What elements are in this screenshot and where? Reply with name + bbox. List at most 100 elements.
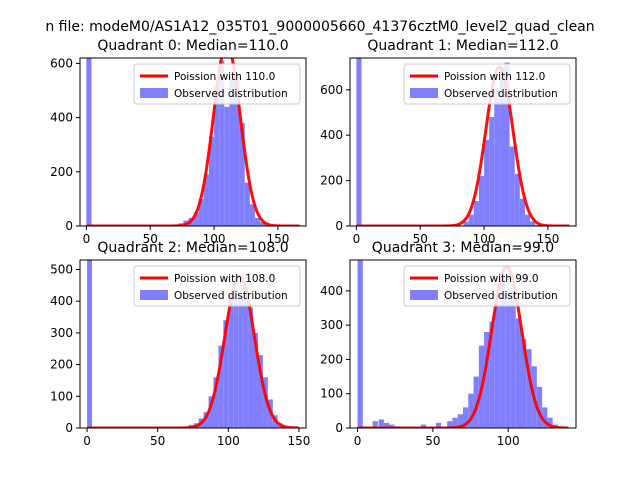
- hist-bar: [208, 396, 214, 428]
- hist-bar: [484, 332, 490, 428]
- legend-entry-hist: Observed distribution: [444, 290, 558, 302]
- hist-bar: [435, 422, 442, 428]
- hist-bar: [473, 201, 479, 226]
- y-tick-label: 100: [320, 387, 343, 401]
- hist-bar: [243, 285, 249, 428]
- hist-bar: [239, 123, 245, 226]
- hist-bar: [372, 421, 378, 428]
- hist-bar: [499, 273, 506, 428]
- legend-entry-fit: Poission with 99.0: [444, 273, 539, 285]
- histogram-bars: [87, 260, 288, 428]
- hist-bar: [504, 62, 510, 226]
- hist-bar: [515, 318, 522, 428]
- y-tick-label: 200: [320, 352, 343, 366]
- hist-bar: [514, 173, 520, 226]
- x-tick-label: 50: [143, 232, 158, 246]
- hist-bar: [213, 377, 219, 428]
- hist-bar: [494, 89, 500, 226]
- hist-bar: [505, 290, 511, 428]
- hist-bar: [238, 294, 244, 428]
- x-tick-label: 50: [425, 434, 440, 448]
- y-tick-label: 600: [50, 56, 73, 70]
- hist-bar: [208, 136, 215, 226]
- hist-bar: [447, 421, 453, 428]
- subplot-quadrant-0: 0 50 100 150 0 200 400 600 Quadrant 0: Median=11…: [50, 38, 307, 246]
- legend: Poission with 108.0 Observed distribution: [133, 265, 301, 307]
- hist-bar: [223, 320, 229, 428]
- hist-bar: [547, 417, 553, 428]
- legend-entry-fit: Poission with 110.0: [174, 71, 275, 83]
- subplot-quadrant-2: 0 50 100 150 0 100 200 300 400 500 Quadrant 2: Med…: [50, 240, 310, 448]
- hist-bar: [248, 307, 254, 428]
- legend-box: [133, 265, 301, 307]
- hist-bar: [218, 345, 224, 428]
- hist-bar: [249, 204, 255, 226]
- subplot-title: Quadrant 3: Median=99.0: [372, 240, 554, 256]
- hist-bar: [244, 182, 250, 226]
- y-tick-label: 300: [50, 326, 73, 340]
- y-tick-label: 200: [50, 358, 73, 372]
- axes-frame: [79, 259, 307, 429]
- legend: Poission with 112.0 Observed distribution: [403, 63, 571, 105]
- x-tick-label: 50: [150, 434, 165, 448]
- poisson-fit-line: [357, 265, 569, 428]
- x-tick-label: 100: [473, 232, 496, 246]
- x-tick-label: 0: [83, 232, 91, 246]
- hist-bar: [499, 67, 505, 226]
- hist-bar: [510, 287, 516, 428]
- axes-frame: [349, 57, 577, 227]
- hist-bar: [484, 139, 490, 226]
- hist-bar: [357, 260, 363, 428]
- legend-entry-fit: Poission with 112.0: [444, 71, 545, 83]
- hist-bar: [489, 321, 495, 428]
- hist-bar: [494, 304, 500, 428]
- y-tick-label: 0: [335, 421, 343, 435]
- hist-bar: [198, 198, 204, 226]
- hist-bar: [536, 386, 543, 428]
- hist-bar: [519, 198, 525, 226]
- x-tick-label: 150: [266, 232, 289, 246]
- x-tick-label: 100: [203, 232, 226, 246]
- hist-bar: [193, 212, 199, 226]
- legend-patch-swatch: [410, 290, 438, 300]
- hist-bar: [260, 221, 266, 226]
- y-tick-label: 400: [320, 128, 343, 142]
- legend: Poission with 99.0 Observed distribution: [403, 265, 571, 307]
- hist-bar: [468, 393, 474, 428]
- axes-frame: [79, 57, 307, 227]
- hist-bar: [219, 60, 225, 226]
- histogram-bars: [86, 58, 271, 226]
- hist-bar: [229, 76, 235, 226]
- hist-bar: [203, 412, 209, 428]
- legend-box: [403, 63, 571, 105]
- hist-bar: [463, 407, 469, 428]
- y-tick-label: 400: [50, 294, 73, 308]
- y-tick-label: 600: [320, 83, 343, 97]
- y-tick-label: 0: [335, 219, 343, 233]
- y-tick-label: 400: [320, 284, 343, 298]
- hist-bar: [253, 332, 258, 428]
- hist-bar: [228, 294, 234, 428]
- legend-entry-hist: Observed distribution: [444, 88, 558, 100]
- x-tick-label: 0: [354, 434, 362, 448]
- hist-bar: [542, 407, 548, 428]
- y-tick-label: 100: [50, 389, 73, 403]
- legend: Poission with 110.0 Observed distribution: [133, 63, 301, 105]
- x-tick-label: 0: [353, 232, 361, 246]
- hist-bar: [224, 106, 230, 226]
- hist-bar: [234, 74, 240, 226]
- hist-bar: [478, 176, 485, 226]
- legend-entry-hist: Observed distribution: [174, 290, 288, 302]
- subplot-quadrant-1: 0 50 100 150 0 200 400 600 Quadrant 1: Median=11…: [320, 38, 577, 246]
- axes-frame: [349, 259, 577, 429]
- x-tick-label: 150: [287, 434, 310, 448]
- hist-bar: [521, 338, 527, 428]
- hist-bar: [452, 417, 458, 428]
- hist-bar: [383, 422, 390, 428]
- hist-bar: [356, 58, 362, 226]
- hist-bar: [473, 376, 479, 428]
- legend-entry-hist: Observed distribution: [174, 88, 288, 100]
- y-tick-label: 300: [320, 318, 343, 332]
- y-tick-label: 400: [50, 111, 73, 125]
